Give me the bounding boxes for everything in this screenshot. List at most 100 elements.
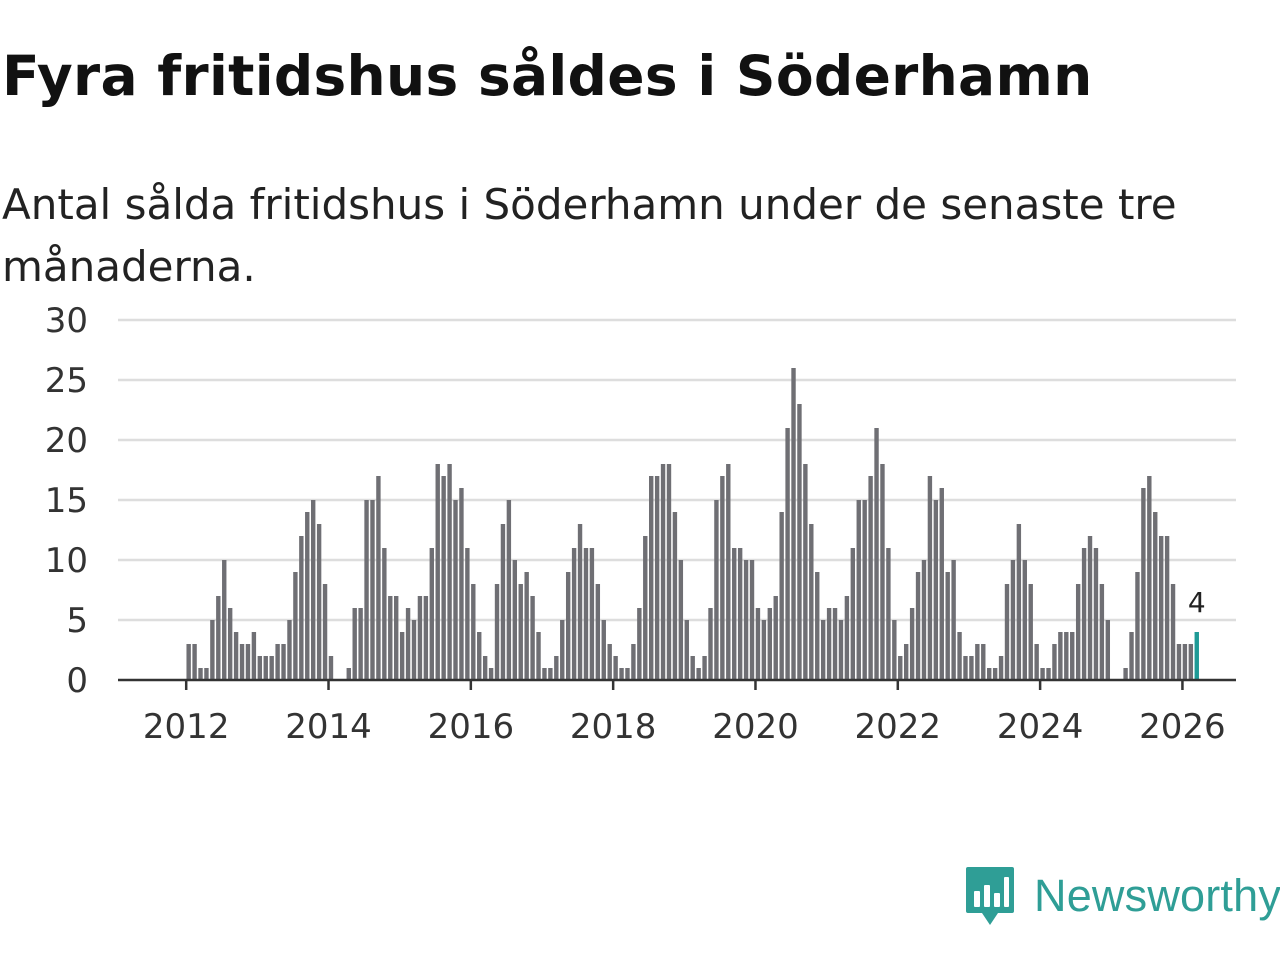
y-tick-label: 30 (45, 301, 88, 341)
bar (809, 524, 814, 680)
bar (459, 488, 464, 680)
bar (874, 428, 879, 680)
bar (803, 464, 808, 680)
bar (210, 620, 215, 680)
bar (1070, 632, 1075, 680)
y-tick-label: 20 (45, 421, 88, 461)
bar (743, 560, 749, 680)
bar (714, 500, 719, 680)
bar (601, 620, 606, 680)
bars (186, 368, 1199, 680)
bar (785, 428, 790, 680)
bar (263, 656, 268, 680)
bar (239, 644, 245, 680)
bar (186, 644, 191, 680)
bar (595, 584, 601, 680)
bar (518, 584, 523, 680)
bar (310, 500, 316, 680)
bar (388, 596, 393, 680)
bar (293, 572, 298, 680)
bar (915, 572, 921, 680)
bar (649, 476, 654, 680)
bar (405, 608, 411, 680)
bar (281, 644, 286, 680)
bar (975, 644, 980, 680)
bar (981, 644, 986, 680)
y-tick-label: 0 (66, 661, 88, 701)
bar (761, 620, 767, 680)
bar (1153, 512, 1158, 680)
bar (571, 548, 577, 680)
bar (471, 584, 476, 680)
bar (227, 608, 233, 680)
bar (411, 620, 417, 680)
bar (886, 548, 891, 680)
bar (927, 476, 933, 680)
bar (998, 656, 1004, 680)
x-tick-label: 2024 (997, 707, 1084, 747)
bar (453, 500, 458, 680)
bar (565, 572, 571, 680)
bar (856, 500, 861, 680)
bar (643, 536, 648, 680)
bar (435, 464, 440, 680)
bar (708, 608, 713, 680)
bar (447, 464, 452, 680)
bar (1040, 668, 1045, 680)
x-tick-label: 2018 (570, 707, 657, 747)
bar (1016, 524, 1022, 680)
bar (903, 644, 909, 680)
bar (370, 500, 375, 680)
bar (690, 656, 695, 680)
bar (720, 476, 725, 680)
bar (1141, 488, 1146, 680)
bar (394, 596, 399, 680)
bar (607, 644, 612, 680)
bar (909, 608, 915, 680)
bar (358, 608, 363, 680)
bar (939, 488, 944, 680)
bar (245, 644, 251, 680)
bar (275, 644, 280, 680)
bar (524, 572, 529, 680)
bar (222, 560, 227, 680)
grid-lines (118, 318, 1236, 622)
bar (233, 632, 239, 680)
bar (1034, 644, 1039, 680)
y-tick-label: 10 (45, 541, 88, 581)
bar (251, 632, 257, 680)
bar (352, 608, 357, 680)
bar (542, 668, 547, 680)
bar (382, 548, 387, 680)
bar (1058, 632, 1063, 680)
bar (773, 596, 778, 680)
bar (637, 608, 642, 680)
bar (684, 620, 689, 680)
bar (678, 560, 684, 680)
bar (666, 464, 672, 680)
bar (322, 584, 328, 680)
bar (1147, 476, 1152, 680)
bar (328, 656, 334, 680)
bar (589, 548, 595, 680)
bar (583, 548, 589, 680)
tick-labels: 0 5 10 15 20 25 30 4 2012 2014 2016 2018 2020 2022 202… (45, 301, 1226, 747)
bar (204, 668, 209, 680)
x-tick-label: 2014 (285, 707, 372, 747)
bar (631, 644, 636, 680)
bar (726, 464, 731, 680)
bar (702, 656, 707, 680)
chart-subtitle: Antal sålda fritidshus i Söderhamn under… (2, 180, 1177, 291)
bar (1188, 644, 1194, 680)
bar (625, 668, 630, 680)
bar (269, 656, 274, 680)
bar (216, 596, 221, 680)
bar (399, 632, 405, 680)
bar (1093, 548, 1099, 680)
bar (933, 500, 939, 680)
x-tick-label: 2020 (712, 707, 799, 747)
bar (767, 608, 772, 680)
bar (868, 476, 873, 680)
bar (1010, 560, 1016, 680)
bar (732, 548, 737, 680)
